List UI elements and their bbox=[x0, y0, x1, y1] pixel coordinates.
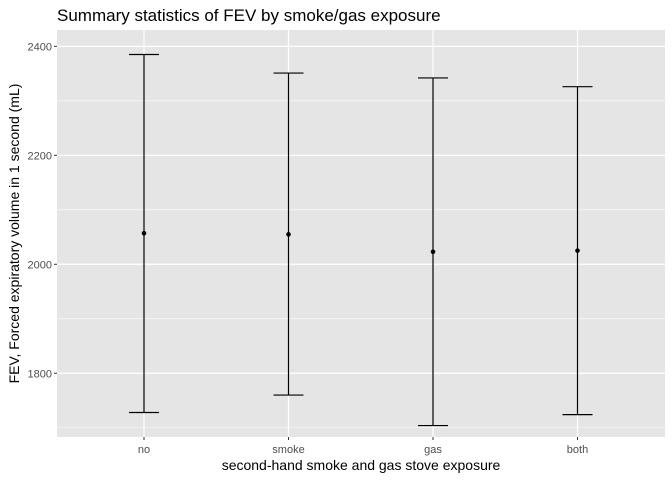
x-tick-label: both bbox=[567, 444, 588, 456]
mean-point bbox=[575, 248, 580, 253]
y-tick-label: 2200 bbox=[28, 150, 52, 162]
y-tick-label: 2400 bbox=[28, 41, 52, 53]
plot-panel bbox=[57, 30, 665, 437]
mean-point bbox=[430, 249, 436, 255]
chart-title: Summary statistics of FEV by smoke/gas e… bbox=[57, 6, 441, 25]
y-tick-label: 2000 bbox=[28, 259, 52, 271]
x-axis-title: second-hand smoke and gas stove exposure bbox=[222, 457, 501, 473]
x-tick-label: smoke bbox=[272, 444, 304, 456]
x-tick-label: gas bbox=[424, 444, 442, 456]
mean-point bbox=[286, 232, 291, 237]
axes: 1800 2000 2200 2400 no smoke gas both bbox=[28, 41, 589, 456]
y-axis-title: FEV, Forced expiratory volume in 1 secon… bbox=[6, 84, 22, 384]
data-marks bbox=[129, 53, 593, 427]
x-tick-label: no bbox=[138, 444, 150, 456]
mean-point bbox=[141, 230, 147, 236]
y-tick-label: 1800 bbox=[28, 368, 52, 380]
